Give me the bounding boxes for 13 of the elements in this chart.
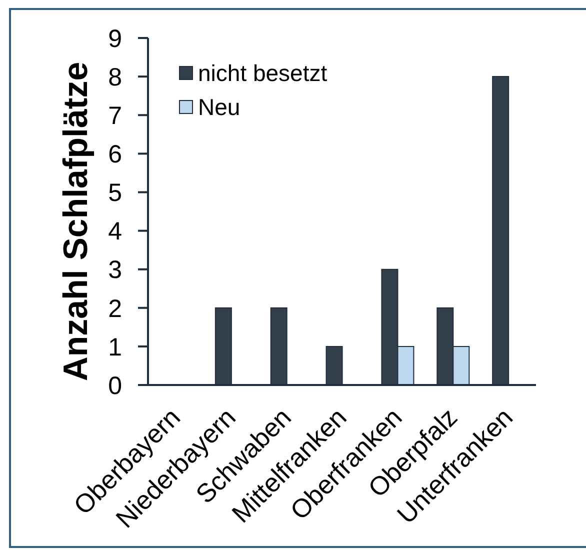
y-tick-label: 8 — [108, 63, 122, 92]
legend-label: nicht besetzt — [198, 60, 328, 86]
y-tick-label: 7 — [108, 102, 122, 130]
y-tick-label: 0 — [108, 372, 122, 400]
y-tick-label: 5 — [108, 179, 122, 208]
y-tick-label: 4 — [108, 218, 122, 246]
y-tick-label: 9 — [108, 24, 122, 53]
y-tick-label: 6 — [108, 140, 122, 169]
y-tick-label: 2 — [108, 294, 122, 323]
y-axis-title: Anzahl Schlafplätze — [57, 62, 95, 382]
legend-label: Neu — [198, 94, 240, 120]
y-tick-label: 3 — [108, 256, 122, 284]
y-tick-label: 1 — [108, 333, 122, 362]
